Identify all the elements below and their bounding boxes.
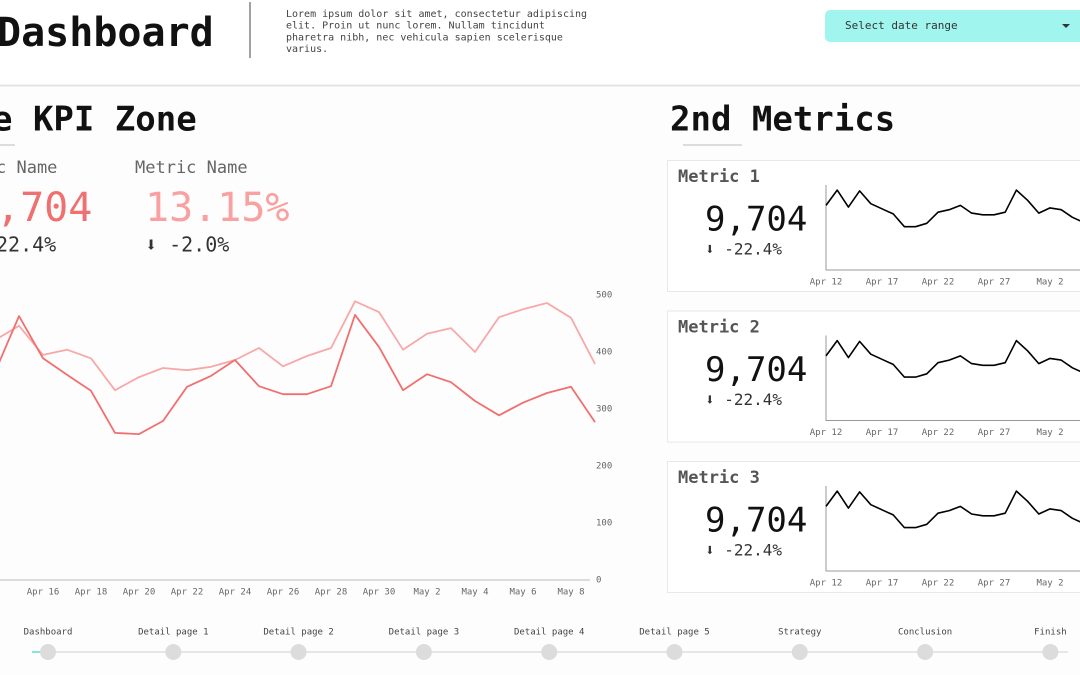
axis — [825, 185, 1080, 271]
x-tick-label: Apr 18 — [75, 588, 108, 598]
data-line — [825, 339, 1080, 378]
x-tick-label: Apr 22 — [922, 278, 955, 288]
date-picker-label[interactable]: Select date range — [845, 19, 958, 32]
metric-name: Metric Name — [135, 158, 248, 178]
nav-step-dot[interactable] — [415, 644, 432, 660]
x-tick-label: Apr 24 — [219, 588, 252, 598]
y-tick-label: 200 — [596, 462, 612, 472]
nav-step-dot[interactable] — [290, 644, 307, 660]
x-tick-label: Apr 26 — [267, 588, 300, 598]
nav-step-label[interactable]: Dashboard — [24, 628, 73, 638]
card-change: ⬇ -22.4% — [705, 240, 782, 259]
x-tick-label: Apr 27 — [978, 579, 1011, 589]
x-tick-label: Apr 12 — [810, 428, 843, 438]
y-tick-label: 100 — [596, 519, 612, 529]
nav-step-label[interactable]: Conclusion — [898, 628, 952, 638]
x-tick-label: May 2 — [1036, 579, 1063, 589]
x-tick-label: Apr 22 — [922, 579, 955, 589]
axis — [825, 486, 1080, 572]
metric-value: 13.15% — [145, 185, 290, 231]
dropdown-arrow[interactable] — [1062, 24, 1070, 28]
data-line — [0, 313, 596, 436]
x-tick-label: Apr 16 — [27, 588, 60, 598]
card-value: 9,704 — [705, 501, 807, 541]
date-picker[interactable] — [825, 10, 1080, 42]
metric-value: ,704 — [0, 185, 92, 231]
y-tick-label: 500 — [596, 291, 612, 301]
description-line: pharetra nibh, nec vehicula sapien scele… — [286, 32, 563, 43]
axis — [825, 335, 1080, 421]
description-line: Lorem ipsum dolor sit amet, consectetur … — [286, 9, 587, 20]
x-tick-label: Apr 22 — [922, 428, 955, 438]
y-tick-label: 0 — [596, 576, 601, 586]
x-tick-label: May 2 — [1036, 278, 1063, 288]
nav-step-label[interactable]: Finish — [1034, 628, 1067, 638]
card-value: 9,704 — [705, 200, 807, 240]
x-tick-label: Apr 28 — [315, 588, 348, 598]
nav-step-dot[interactable] — [666, 644, 683, 660]
nav-step-dot[interactable] — [1042, 644, 1059, 660]
x-tick-label: May 8 — [557, 588, 584, 598]
card-title: Metric 1 — [678, 167, 760, 187]
nav-step-label[interactable]: Detail page 4 — [514, 628, 584, 638]
nav-step-label[interactable]: Strategy — [778, 628, 822, 638]
nav-step-dot[interactable] — [40, 644, 56, 660]
section-title: 2nd Metrics — [670, 100, 895, 140]
x-tick-label: Apr 17 — [866, 428, 899, 438]
nav-step-label[interactable]: Detail page 3 — [389, 628, 459, 638]
description-line: varius. — [286, 44, 328, 55]
card-change: ⬇ -22.4% — [705, 390, 782, 409]
metric-change: 22.4% — [0, 233, 56, 257]
x-tick-label: Apr 20 — [123, 588, 156, 598]
x-tick-label: Apr 17 — [866, 278, 899, 288]
card-title: Metric 2 — [678, 318, 760, 338]
data-line — [0, 300, 596, 392]
card-change: ⬇ -22.4% — [705, 541, 782, 560]
x-tick-label: May 4 — [461, 588, 488, 598]
x-tick-label: May 2 — [413, 588, 440, 598]
x-tick-label: May 6 — [509, 588, 536, 598]
metric-change: ⬇ -2.0% — [145, 233, 229, 257]
card-value: 9,704 — [705, 350, 807, 390]
metric-name: c Name — [0, 158, 57, 178]
nav-step-label[interactable]: Detail page 5 — [639, 628, 709, 638]
x-tick-label: Apr 27 — [978, 278, 1011, 288]
data-line — [825, 490, 1080, 529]
x-tick-label: Apr 17 — [866, 579, 899, 589]
nav-step-dot[interactable] — [165, 644, 182, 660]
data-line — [825, 189, 1080, 228]
x-tick-label: Apr 12 — [810, 579, 843, 589]
nav-step-dot[interactable] — [791, 644, 808, 660]
page-title: Dashboard — [0, 10, 214, 56]
description-line: elit. Proin ut nunc lorem. Nullam tincid… — [286, 21, 545, 32]
nav-step-label[interactable]: Detail page 1 — [138, 628, 208, 638]
x-tick-label: Apr 22 — [171, 588, 204, 598]
nav-step-dot[interactable] — [541, 644, 558, 660]
card-title: Metric 3 — [678, 468, 760, 488]
nav-step-label[interactable]: Detail page 2 — [263, 628, 333, 638]
x-tick-label: Apr 30 — [363, 588, 396, 598]
y-tick-label: 400 — [596, 348, 612, 358]
x-tick-label: Apr 27 — [978, 428, 1011, 438]
y-tick-label: 300 — [596, 405, 612, 415]
nav-step-dot[interactable] — [917, 644, 934, 660]
section-title: e KPI Zone — [0, 100, 197, 140]
x-tick-label: Apr 12 — [810, 278, 843, 288]
x-tick-label: May 2 — [1036, 428, 1063, 438]
